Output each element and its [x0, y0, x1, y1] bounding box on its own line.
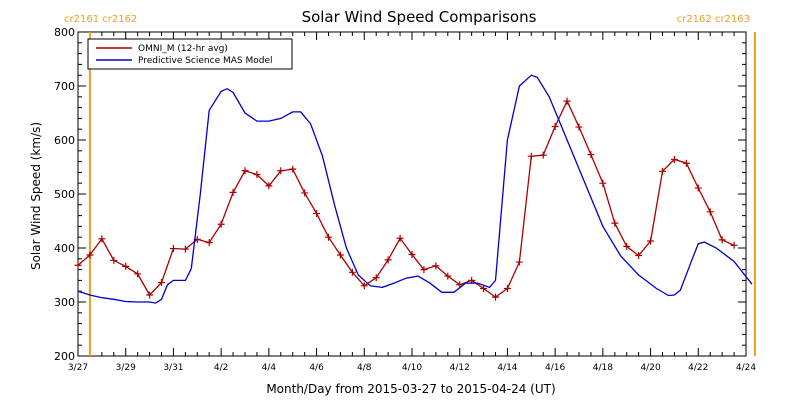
carrington-rotation-label: cr2162 cr2163 — [677, 14, 750, 25]
data-point — [301, 189, 309, 197]
data-point — [730, 241, 738, 249]
data-point — [575, 123, 583, 131]
data-point — [563, 97, 571, 105]
data-point — [205, 239, 213, 247]
data-point — [289, 165, 297, 173]
data-point — [694, 184, 702, 192]
data-point — [515, 258, 523, 266]
x-tick-label: 3/29 — [116, 363, 136, 373]
data-point — [229, 188, 237, 196]
data-point — [325, 233, 332, 241]
data-point — [241, 167, 249, 175]
y-tick-label: 800 — [54, 26, 75, 39]
carrington-rotation-label: cr2161 cr2162 — [64, 14, 137, 25]
data-point — [480, 285, 488, 292]
x-tick-label: 4/10 — [402, 363, 422, 373]
data-point — [444, 272, 452, 280]
y-tick-label: 300 — [54, 296, 75, 309]
carrington-markers: cr2161 cr2162 cr2162 cr2163 — [64, 14, 756, 356]
y-tick-label: 200 — [54, 350, 75, 363]
x-tick-label: 4/8 — [357, 363, 372, 373]
plot-frame — [77, 31, 747, 357]
data-point — [265, 182, 273, 190]
data-point — [587, 151, 595, 159]
data-point — [336, 251, 344, 259]
data-point — [110, 256, 118, 264]
y-axis-label: Solar Wind Speed (km/s) — [29, 122, 43, 270]
data-point — [623, 242, 631, 250]
data-point — [98, 235, 106, 243]
data-point — [134, 270, 142, 278]
data-point — [384, 256, 392, 264]
data-point — [706, 208, 714, 216]
data-point — [348, 268, 356, 276]
data-point — [74, 261, 82, 269]
data-point — [718, 236, 726, 244]
data-point — [372, 274, 380, 282]
y-tick-label: 500 — [54, 188, 75, 201]
legend-label-omni: OMNI_M (12-hr avg) — [138, 44, 228, 54]
x-tick-label: 3/27 — [68, 363, 88, 373]
data-point — [313, 209, 321, 217]
data-point — [611, 219, 619, 227]
data-point — [670, 155, 678, 163]
data-point — [503, 285, 511, 292]
data-point — [360, 282, 368, 290]
y-tick-label: 600 — [54, 134, 75, 147]
data-point — [635, 252, 643, 260]
data-series — [74, 74, 753, 304]
x-tick-label: 3/31 — [163, 363, 183, 373]
axes: 200 300 400 500 600 700 800 3/27 3/29 3/31 4/2 4/4 4… — [54, 26, 756, 373]
x-tick-label: 4/2 — [214, 363, 228, 373]
data-point — [277, 167, 285, 175]
data-point — [420, 266, 428, 274]
data-point — [158, 279, 165, 287]
data-point — [122, 262, 130, 270]
data-point — [181, 245, 189, 253]
data-point — [396, 234, 404, 242]
data-point — [492, 293, 499, 301]
x-tick-label: 4/14 — [497, 363, 517, 373]
x-tick-label: 4/4 — [262, 363, 277, 373]
y-tick-label: 700 — [54, 80, 75, 93]
series-line-1 — [77, 74, 753, 304]
chart-title: Solar Wind Speed Comparisons — [302, 8, 537, 26]
data-point — [169, 245, 177, 253]
data-point — [599, 179, 607, 187]
data-point — [253, 171, 261, 179]
x-tick-label: 4/22 — [688, 363, 708, 373]
series-line-0 — [77, 99, 735, 298]
x-tick-label: 4/24 — [736, 363, 756, 373]
data-point — [217, 220, 225, 228]
data-point — [539, 151, 547, 159]
data-point — [527, 152, 535, 160]
x-tick-label: 4/18 — [593, 363, 613, 373]
x-tick-label: 4/20 — [640, 363, 660, 373]
data-point — [86, 251, 94, 259]
data-point — [432, 262, 440, 270]
x-tick-label: 4/6 — [309, 363, 324, 373]
legend-label-mas: Predictive Science MAS Model — [138, 56, 273, 66]
data-point — [146, 291, 154, 299]
x-axis-label: Month/Day from 2015-03-27 to 2015-04-24 … — [266, 382, 555, 396]
data-point — [659, 167, 666, 175]
x-tick-label: 4/16 — [545, 363, 565, 373]
data-point — [551, 123, 559, 130]
x-tick-label: 4/12 — [450, 363, 470, 373]
data-point — [647, 237, 655, 245]
legend-box — [87, 38, 293, 70]
data-point — [682, 159, 690, 167]
legend: OMNI_M (12-hr avg) Predictive Science MA… — [87, 38, 293, 70]
y-tick-label: 400 — [54, 242, 75, 255]
data-point — [408, 250, 416, 258]
